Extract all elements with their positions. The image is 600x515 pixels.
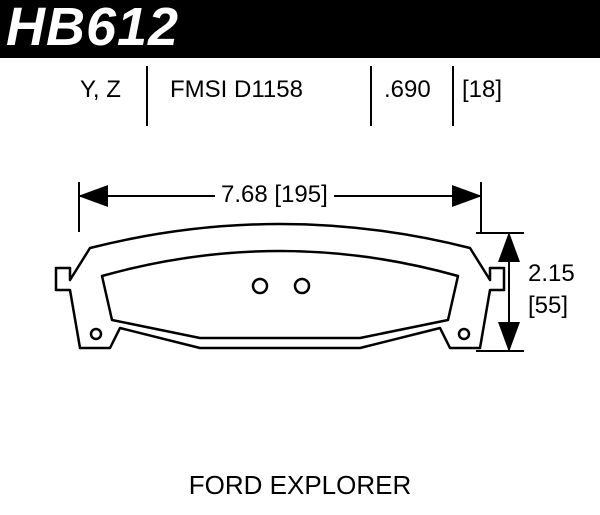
spec-divider bbox=[370, 66, 372, 126]
arrow-up-icon bbox=[498, 232, 520, 262]
width-dimension-label: 7.68 [195] bbox=[215, 181, 334, 209]
thickness-mm: [18] bbox=[462, 76, 502, 104]
arrow-right-icon bbox=[452, 185, 482, 207]
height-mm: [55] bbox=[528, 292, 568, 320]
spec-divider bbox=[146, 66, 148, 126]
arrow-left-icon bbox=[78, 185, 108, 207]
diagram-canvas: HB612 Y, Z FMSI D1158 .690 [18] 7.68 [19… bbox=[0, 0, 600, 515]
part-number: HB612 bbox=[6, 0, 179, 58]
height-inches: 2.15 bbox=[528, 260, 575, 288]
brake-pad-outline bbox=[50, 220, 510, 370]
compounds-label: Y, Z bbox=[80, 76, 121, 104]
height-ext-top bbox=[476, 232, 524, 234]
height-ext-bottom bbox=[476, 350, 524, 352]
arrow-down-icon bbox=[498, 322, 520, 352]
vehicle-label: FORD EXPLORER bbox=[0, 470, 600, 501]
thickness-inches: .690 bbox=[384, 76, 431, 104]
width-mm: [195] bbox=[274, 181, 327, 208]
fmsi-label: FMSI D1158 bbox=[170, 76, 303, 104]
spec-divider bbox=[452, 66, 454, 126]
width-inches: 7.68 bbox=[221, 181, 268, 208]
